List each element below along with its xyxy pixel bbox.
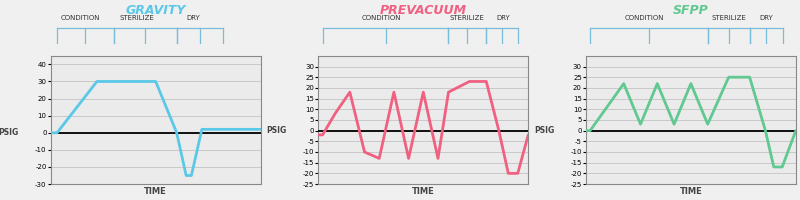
Title: GRAVITY: GRAVITY xyxy=(126,4,186,17)
Text: PSIG: PSIG xyxy=(0,128,19,137)
Text: CONDITION: CONDITION xyxy=(625,15,665,21)
X-axis label: TIME: TIME xyxy=(412,187,434,196)
X-axis label: TIME: TIME xyxy=(679,187,702,196)
Title: SFPP: SFPP xyxy=(673,4,709,17)
X-axis label: TIME: TIME xyxy=(144,187,167,196)
Text: CONDITION: CONDITION xyxy=(362,15,401,21)
Text: DRY: DRY xyxy=(186,15,200,21)
Text: CONDITION: CONDITION xyxy=(60,15,100,21)
Text: STERILIZE: STERILIZE xyxy=(711,15,746,21)
Text: DRY: DRY xyxy=(496,15,510,21)
Text: PSIG: PSIG xyxy=(266,126,286,135)
Text: DRY: DRY xyxy=(759,15,774,21)
Text: STERILIZE: STERILIZE xyxy=(450,15,485,21)
Text: PSIG: PSIG xyxy=(534,126,554,135)
Title: PREVACUUM: PREVACUUM xyxy=(380,4,467,17)
Text: STERILIZE: STERILIZE xyxy=(119,15,154,21)
